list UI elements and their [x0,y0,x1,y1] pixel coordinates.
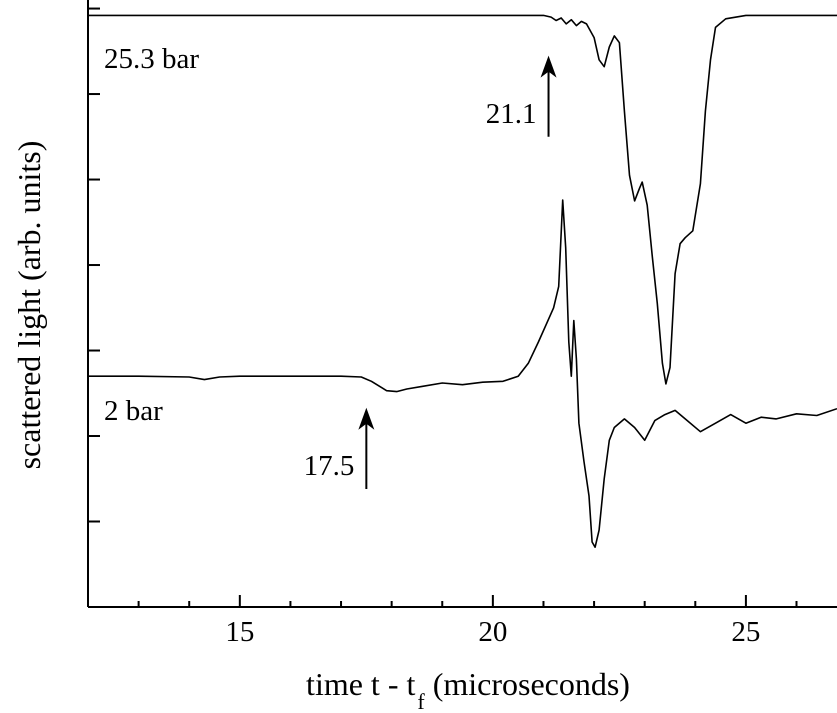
x-axis-label-units: (microseconds) [425,666,630,702]
onset-label-21-1: 21.1 [486,98,537,130]
x-axis-label: time t - tf (microseconds) [306,666,630,713]
x-axis-ticks: 15 20 25 [137,595,798,648]
arrow-head [358,407,375,430]
series-line-25-3-bar [88,14,837,385]
label-25-3-bar: 25.3 bar [104,43,199,75]
x-axis-label-subscript: f [417,689,425,713]
plot-lines [88,14,837,548]
y-axis-label: scattered light (arb. units) [11,141,47,470]
y-axis-ticks [88,7,100,523]
label-2-bar: 2 bar [104,395,163,427]
x-tick-label: 20 [478,616,507,648]
arrow-head [540,55,557,78]
annotations: 25.3 bar 2 bar 21.1 17.5 [104,43,557,490]
x-tick-label: 15 [225,616,254,648]
series-line-2-bar [88,199,837,548]
x-axis-label-main: time t - t [306,666,415,702]
onset-label-17-5: 17.5 [304,450,355,482]
x-tick-label: 25 [731,616,760,648]
